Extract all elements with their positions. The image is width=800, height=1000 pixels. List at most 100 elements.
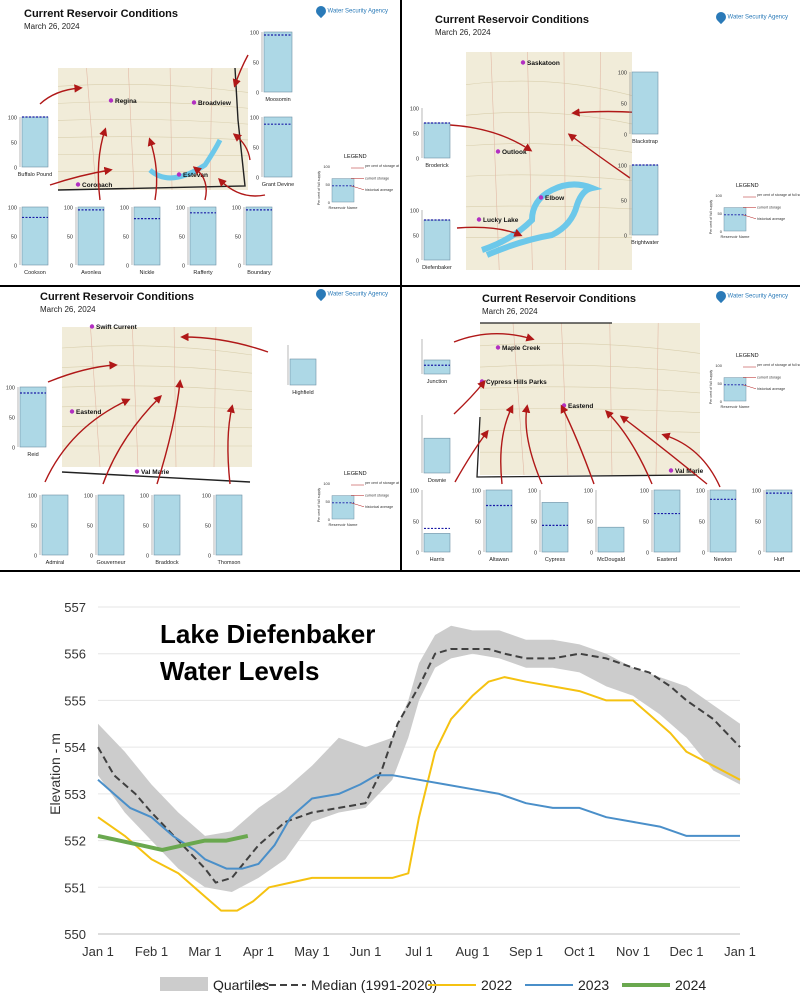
gauge-tick-label: 0 [208, 554, 211, 560]
series-line-2022 [97, 676, 741, 912]
legend-title: LEGEND [736, 353, 759, 359]
reservoir-name: Huff [774, 557, 784, 563]
gauge-current-storage [215, 494, 243, 556]
gauge-tick-label: 0 [702, 551, 705, 557]
reservoir-name: Diefenbaker [422, 265, 452, 271]
legend-current: current storage [757, 376, 781, 380]
map-location-marker [495, 149, 501, 154]
map-road [61, 345, 253, 356]
map-location-label: Val Marie [675, 468, 704, 475]
gauge-tick-label: 0 [182, 264, 185, 270]
location-arrow [500, 404, 514, 485]
lake-shape [148, 138, 223, 181]
location-arrow [226, 404, 235, 485]
gauge-tick-label: 100 [64, 206, 73, 212]
gauge-current-storage [289, 358, 317, 386]
location-arrow [192, 166, 207, 201]
legend-label: 2023 [578, 977, 609, 993]
chart-legend: Quartiles Median (1991-2020) 2022 2023 2024 [160, 977, 706, 993]
quartiles-band-layer [98, 625, 740, 892]
reservoir-name: Nickle [140, 270, 155, 276]
map-location-marker [520, 60, 526, 65]
map-road [57, 136, 249, 141]
map-road [490, 51, 500, 271]
legend-x-label: Reservoir Name [329, 522, 359, 527]
legend-sample-bar [723, 377, 747, 402]
gauge-tick-label: 100 [472, 489, 481, 495]
location-arrow [454, 429, 489, 483]
series-line-2024 [97, 833, 249, 852]
map-road [512, 322, 525, 476]
panel-graphics: Maple Creek Cypress Hills Parks Eastend Val… [410, 322, 800, 563]
gauge-tick-label: 100 [232, 206, 241, 212]
panel-title: Current Reservoir Conditions [40, 291, 195, 303]
map-location-marker [89, 324, 95, 329]
reservoir-name: McDougald [597, 557, 625, 563]
x-tick-label: Jun 1 [350, 944, 382, 959]
y-tick-label: 550 [64, 927, 86, 942]
reservoir-gauge: 100 50 0 Rafferty [176, 206, 217, 276]
series-line-median [97, 648, 741, 884]
gauge-tick-label: 50 [87, 524, 93, 530]
legend-tick: 100 [715, 193, 722, 198]
location-arrow [453, 333, 535, 343]
water-drop-icon [713, 288, 728, 304]
reservoir-gauge: 100 50 0 Thomson [202, 494, 243, 566]
reservoir-gauge: Junction [421, 339, 451, 385]
reservoir-gauge: 100 50 0 Blackstrap [618, 71, 659, 145]
map-road [479, 342, 701, 354]
gauge-current-storage [709, 489, 737, 553]
gauge-current-storage [423, 359, 451, 375]
gauge-tick-label: 0 [238, 264, 241, 270]
gauge-current-storage [153, 494, 181, 556]
map-location-label: Coronach [82, 182, 112, 189]
gauge-tick-label: 50 [11, 141, 17, 147]
reservoir-name: Cypress [545, 557, 565, 563]
legend-tick: 0 [328, 200, 331, 205]
map-location-label: Swift Current [96, 324, 138, 331]
gauge-tick-label: 0 [146, 554, 149, 560]
reservoir-name: Thomson [218, 560, 241, 566]
gauge-tick-label: 0 [624, 234, 627, 240]
gauge-tick-label: 100 [618, 164, 627, 170]
series-layer [97, 648, 741, 912]
map-road [213, 326, 217, 468]
gauge-current-storage [653, 489, 681, 553]
x-tick-label: Sep 1 [509, 944, 543, 959]
panel-divider-horizontal [0, 285, 800, 287]
legend-title: LEGEND [736, 183, 759, 189]
gauge-tick-label: 50 [205, 524, 211, 530]
reservoir-panel-cypress-hills: Maple Creek Cypress Hills Parks Eastend Val… [402, 287, 800, 570]
x-tick-label: Feb 1 [135, 944, 168, 959]
panel-date: March 26, 2024 [482, 307, 538, 316]
gauge-tick-label: 50 [9, 416, 15, 422]
gauge-tick-label: 50 [475, 520, 481, 526]
map-road [655, 322, 659, 476]
gauge-tick-label: 100 [28, 494, 37, 500]
reservoir-name: Grant Devine [262, 182, 294, 188]
gauge-tick-label: 50 [413, 234, 419, 240]
reservoir-name: Brightwater [631, 240, 659, 246]
map-road [479, 364, 701, 374]
location-arrow [49, 166, 113, 186]
reservoir-name: Reid [27, 452, 38, 458]
reservoir-gauge: 100 50 0 Harris [410, 489, 451, 563]
legend-title: LEGEND [344, 471, 367, 477]
reservoir-gauge: 100 50 0 Altawan [472, 489, 513, 563]
reservoir-gauge: 100 50 0 Boundary [232, 206, 273, 276]
x-tick-label: Apr 1 [243, 944, 274, 959]
gauge-current-storage [423, 122, 451, 159]
water-drop-icon [313, 3, 328, 19]
map-location-marker [538, 195, 544, 200]
location-arrow [147, 137, 158, 201]
location-arrow [180, 332, 269, 353]
gauge-tick-label: 0 [758, 551, 761, 557]
x-tick-label: Jul 1 [405, 944, 432, 959]
gauge-tick-label: 0 [70, 264, 73, 270]
map-location-label: Eastend [568, 403, 593, 410]
x-tick-label: Jan 1 [724, 944, 756, 959]
